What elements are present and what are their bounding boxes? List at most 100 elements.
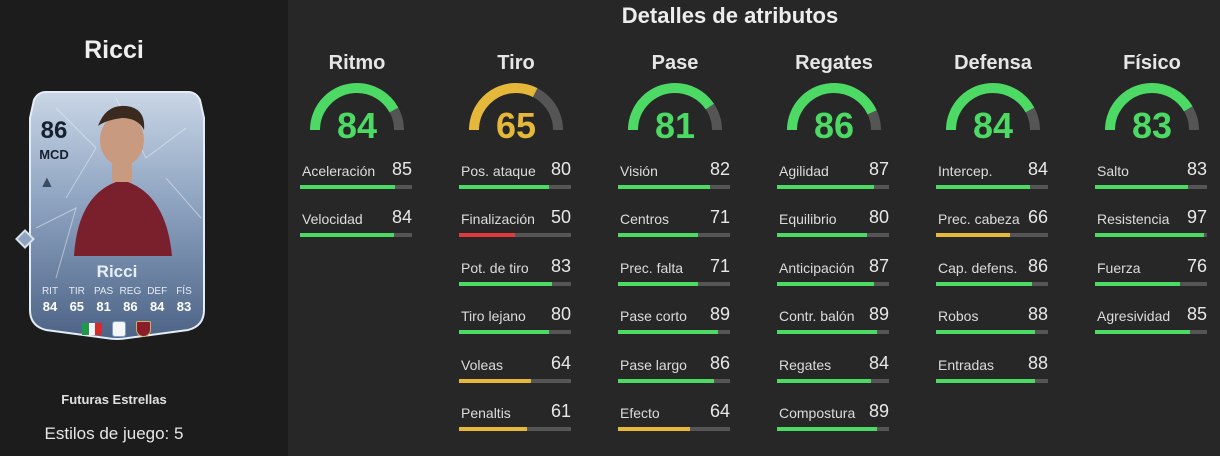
attribute-bar [936, 185, 1048, 189]
card-stat-values: 84 65 81 86 84 83 [38, 299, 196, 314]
attribute-name: Robos [938, 308, 979, 324]
attribute-row[interactable]: Agilidad 87 [777, 159, 891, 199]
attribute-bar-fill [459, 185, 549, 189]
attribute-bar [777, 330, 889, 334]
attribute-row[interactable]: Compostura 89 [777, 401, 891, 441]
attribute-bar [936, 330, 1048, 334]
attribute-row[interactable]: Prec. cabeza 66 [936, 207, 1050, 247]
attribute-row[interactable]: Prec. falta 71 [618, 256, 732, 296]
attribute-row[interactable]: Voleas 64 [459, 353, 573, 393]
attribute-bar-fill [618, 185, 710, 189]
attribute-row[interactable]: Pase largo 86 [618, 353, 732, 393]
attribute-row[interactable]: Cap. defens. 86 [936, 256, 1050, 296]
attribute-row[interactable]: Regates 84 [777, 353, 891, 393]
attribute-bar [618, 379, 730, 383]
player-photo [74, 105, 172, 256]
attribute-row[interactable]: Equilibrio 80 [777, 207, 891, 247]
attribute-name: Intercep. [938, 163, 993, 179]
torino-crest-icon [136, 321, 151, 337]
attribute-value: 64 [709, 401, 730, 421]
attribute-name: Fuerza [1097, 260, 1141, 276]
gauge-fill [787, 83, 881, 131]
attribute-row[interactable]: Aceleración 85 [300, 159, 414, 199]
attribute-bar [777, 379, 889, 383]
attribute-row[interactable]: Penaltis 61 [459, 401, 573, 441]
attribute-value: 66 [1027, 207, 1048, 227]
attribute-name: Entradas [938, 357, 995, 373]
attribute-value: 89 [868, 304, 889, 324]
category-gauge: 83 [1085, 81, 1219, 161]
category-gauge: 84 [926, 81, 1060, 161]
attribute-value: 85 [391, 159, 412, 179]
category-title: Regates [795, 52, 873, 74]
attribute-row[interactable]: Visión 82 [618, 159, 732, 199]
attribute-row[interactable]: Efecto 64 [618, 401, 732, 441]
attribute-bar-fill [1095, 282, 1181, 286]
attribute-name: Prec. cabeza [938, 211, 1020, 227]
card-stat-value: 86 [123, 299, 138, 314]
attribute-row[interactable]: Fuerza 76 [1095, 256, 1209, 296]
gauge-fill [946, 83, 1040, 131]
attribute-bar-fill [1095, 330, 1191, 334]
attribute-name: Compostura [779, 405, 856, 421]
attribute-name: Equilibrio [779, 211, 837, 227]
attribute-row[interactable]: Robos 88 [936, 304, 1050, 344]
attribute-bar-fill [1095, 185, 1188, 189]
attribute-value: 89 [709, 304, 730, 324]
attribute-name: Tiro lejano [461, 308, 526, 324]
category-title: Tiro [497, 52, 535, 74]
attribute-name: Voleas [461, 357, 504, 373]
category-value: 83 [1131, 105, 1173, 146]
attribute-bar [459, 185, 571, 189]
attribute-name: Prec. falta [620, 260, 684, 276]
attribute-bar [618, 427, 730, 431]
attribute-bar [618, 330, 730, 334]
attribute-row[interactable]: Salto 83 [1095, 159, 1209, 199]
attribute-row[interactable]: Contr. balón 89 [777, 304, 891, 344]
playstyles-count[interactable]: Estilos de juego: 5 [44, 424, 184, 443]
attribute-bar [1095, 233, 1207, 237]
attribute-row[interactable]: Entradas 88 [936, 353, 1050, 393]
attribute-bar [459, 282, 571, 286]
category-gauge: 86 [767, 81, 901, 161]
attribute-row[interactable]: Anticipación 87 [777, 256, 891, 296]
attribute-name: Salto [1097, 163, 1129, 179]
attribute-value: 85 [1186, 304, 1207, 324]
attribute-bar-fill [459, 282, 552, 286]
attribute-name: Efecto [620, 405, 660, 421]
attribute-row[interactable]: Agresividad 85 [1095, 304, 1209, 344]
attribute-bar-fill [618, 330, 718, 334]
attribute-bar-fill [618, 233, 698, 237]
attribute-name: Agresividad [1097, 308, 1171, 324]
attribute-row[interactable]: Pot. de tiro 83 [459, 256, 573, 296]
player-card[interactable]: 86 MCD ▲ Ricci RIT TIR PAS REG DEF FÍS 8… [26, 88, 208, 340]
attribute-row[interactable]: Pos. ataque 80 [459, 159, 573, 199]
attribute-row[interactable]: Pase corto 89 [618, 304, 732, 344]
attribute-value: 87 [868, 159, 889, 179]
attribute-value: 71 [709, 256, 730, 276]
attribute-bar-fill [618, 379, 715, 383]
category-title: Ritmo [328, 52, 386, 74]
attribute-value: 71 [709, 207, 730, 227]
attribute-bar [300, 233, 412, 237]
gauge-fill [1105, 83, 1199, 131]
attribute-bar-fill [618, 282, 698, 286]
attribute-value: 86 [709, 353, 730, 373]
attribute-row[interactable]: Intercep. 84 [936, 159, 1050, 199]
category-gauge: 81 [608, 81, 742, 161]
attribute-name: Regates [779, 357, 832, 373]
attribute-value: 83 [550, 256, 571, 276]
attribute-row[interactable]: Centros 71 [618, 207, 732, 247]
attribute-value: 50 [550, 207, 571, 227]
attribute-row[interactable]: Tiro lejano 80 [459, 304, 573, 344]
attribute-row[interactable]: Finalización 50 [459, 207, 573, 247]
attribute-row[interactable]: Resistencia 97 [1095, 207, 1209, 247]
flag-italy-icon [82, 323, 103, 335]
card-stat-value: 84 [149, 299, 165, 314]
category-gauge: 65 [449, 81, 583, 161]
attribute-row[interactable]: Velocidad 84 [300, 207, 414, 247]
attribute-bar-fill [459, 233, 515, 237]
attribute-name: Centros [620, 211, 670, 227]
attribute-bar-fill [936, 185, 1031, 189]
attribute-bar-fill [777, 427, 877, 431]
